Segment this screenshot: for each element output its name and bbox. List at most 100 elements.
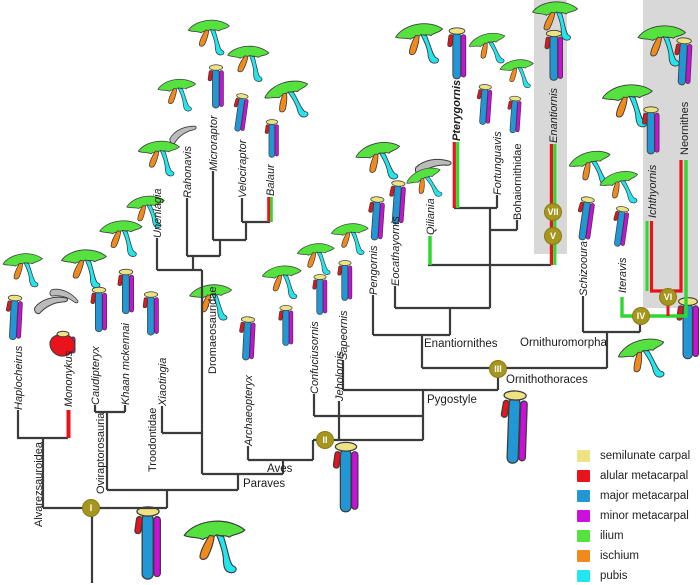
taxon-label-dromaeosauridae: Dromaeosauridae <box>207 287 219 374</box>
taxon-label-enantiornis: Enantiornis <box>548 87 560 143</box>
node-circle <box>544 227 562 245</box>
taxon-label-sapeornis: Sapeornis <box>338 310 350 360</box>
bone-glyph <box>133 506 162 580</box>
taxon-label-pengornis: Pengornis <box>368 245 380 295</box>
taxon-label-bohaiornithidae: Bohaiornithidae <box>512 144 524 220</box>
bone-glyph <box>117 268 135 315</box>
clade-label-ornithothoraces: Ornithothoraces <box>506 374 588 386</box>
node-marker-vi: VI <box>659 288 677 306</box>
bone-glyph <box>498 389 529 465</box>
bone-glyph <box>98 218 146 261</box>
taxon-label-velociraptor: Velociraptor <box>237 138 249 198</box>
bone-glyph <box>566 146 619 195</box>
node-circle <box>659 288 677 306</box>
bone-glyph <box>366 195 386 241</box>
taxon-label-ichthyornis: Ichthyornis <box>647 164 659 218</box>
taxon-label-khaan-mckennai: Khaan mckennai <box>120 323 132 405</box>
node-numeral: V <box>550 231 556 241</box>
taxon-label-caudipteryx: Caudipteryx <box>90 346 102 405</box>
node-circle <box>632 307 650 325</box>
bone-glyph <box>137 138 183 180</box>
taxon-label-qiliania: Qiliania <box>425 198 437 235</box>
bone-glyph <box>156 76 200 116</box>
bone-glyph <box>332 441 359 513</box>
taxon-label-neornithes: Neornithes <box>679 101 691 155</box>
legend-label-ischium: ischium <box>600 550 639 562</box>
bone-glyph <box>393 19 449 70</box>
node-marker-iii: III <box>489 360 507 378</box>
taxon-label-oviraptorosauria: Oviraptorosauria <box>95 412 107 494</box>
bone-glyph <box>230 92 250 133</box>
legend-row-minor-metacarpal: minor metacarpal <box>563 506 690 526</box>
legend-swatch-alular <box>577 470 590 482</box>
bone-glyph <box>597 166 646 212</box>
bone-glyph <box>278 305 294 346</box>
node-numeral: VI <box>664 292 673 302</box>
legend-row-semilunate-carpal: semilunate carpal <box>563 446 690 466</box>
tree-branches-layer <box>16 142 688 583</box>
colored-branch-ornithuromorph-green <box>620 160 688 318</box>
legend-label-minor-metacarpal: minor metacarpal <box>600 510 689 522</box>
legend-label-major-metacarpal: major metacarpal <box>600 490 689 502</box>
taxon-label-archaeopteryx: Archaeopteryx <box>243 375 255 447</box>
labels-layer: Haplocheirus Mononykus Caudipteryx Khaan mc… <box>13 80 691 527</box>
taxon-label-jeholornis: Jeholornis <box>334 350 346 402</box>
bone-glyph <box>330 220 373 259</box>
clade-label-aves: Aves <box>267 463 293 475</box>
bone-glyph <box>166 122 199 145</box>
bone-glyph <box>609 205 630 248</box>
bone-glyph <box>447 27 467 80</box>
taxon-label-microraptor: Microraptor <box>208 114 220 171</box>
taxon-label-unenlagia: Unenlagia <box>152 188 164 238</box>
legend-row-ischium: ischium <box>563 546 690 566</box>
taxon-label-rahonavis: Rahonavis <box>182 146 194 198</box>
legend-label-alular-metacarpal: alular metacarpal <box>600 470 689 482</box>
bone-glyph <box>187 17 233 59</box>
legend-label-semilunate-carpal: semilunate carpal <box>600 450 691 462</box>
taxon-label-mononykus: Mononykus <box>63 350 75 407</box>
bone-glyph <box>337 260 353 301</box>
legend-swatch-semilunate <box>577 450 590 462</box>
legend-row-major-metacarpal: major metacarpal <box>563 486 690 506</box>
node-circle <box>544 203 562 221</box>
node-numeral: IV <box>637 311 646 321</box>
bone-glyph <box>32 293 70 315</box>
legend-swatch-minor <box>577 510 590 522</box>
bone-glyph <box>4 294 24 341</box>
bone-glyph <box>1 250 47 292</box>
taxon-label-eocathayornis: Eocathayornis <box>390 216 402 286</box>
legend-row-pubis: pubis <box>563 566 690 585</box>
legend-swatch-pubis <box>577 570 590 582</box>
bone-glyph <box>237 315 256 361</box>
bone-glyph <box>312 274 328 315</box>
bone-glyph <box>615 333 675 389</box>
taxon-label-alvarezsauroidea: Alvarezsauroidea <box>33 441 45 527</box>
bone-glyph <box>182 518 250 578</box>
node-marker-vii: VII <box>544 203 562 221</box>
bone-glyph <box>505 95 522 134</box>
taxon-label-iteravis: Iteravis <box>617 257 629 293</box>
taxon-label-troodontidae: Troodontidae <box>147 408 159 472</box>
legend-row-alular-metacarpal: alular metacarpal <box>563 466 690 486</box>
legend-label-pubis: pubis <box>600 570 628 582</box>
legend: semilunate carpal alular metacarpal major … <box>563 446 690 585</box>
node-marker-iv: IV <box>632 307 650 325</box>
node-circle <box>489 360 507 378</box>
bone-glyph <box>264 119 279 158</box>
taxon-label-fortunguavis: Fortunguavis <box>492 131 504 195</box>
node-marker-i: I <box>82 499 100 517</box>
taxon-label-confuciusornis: Confuciusornis <box>309 321 321 394</box>
node-numeral: III <box>494 364 502 374</box>
bone-glyph <box>573 195 596 242</box>
bone-glyph <box>207 64 224 109</box>
bone-glyph <box>142 291 159 336</box>
clade-label-pygostyle: Pygostyle <box>427 394 477 406</box>
clade-label-ornithuromorpha: Ornithuromorpha <box>520 337 608 349</box>
node-marker-v: V <box>544 227 562 245</box>
taxon-label-xiaotingia: Xiaotingia <box>157 358 169 407</box>
taxon-label-schizooura: Schizooura <box>578 241 590 296</box>
legend-label-ilium: ilium <box>600 530 624 542</box>
